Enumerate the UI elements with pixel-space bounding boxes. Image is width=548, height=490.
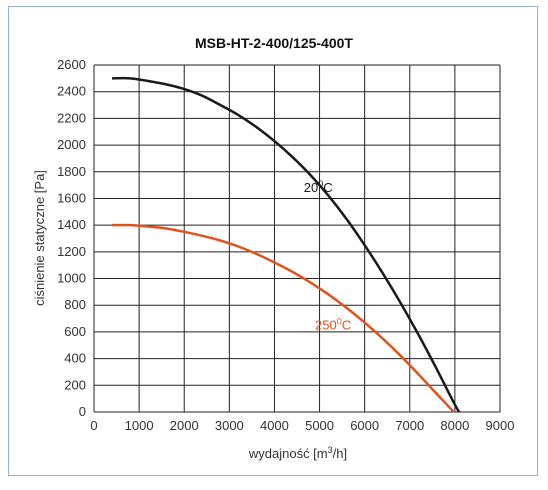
chart-title: MSB-HT-2-400/125-400T xyxy=(195,35,353,51)
series-label-1: 2500C xyxy=(315,316,351,332)
x-tick-label: 8000 xyxy=(440,418,469,433)
y-tick-label: 400 xyxy=(64,351,86,366)
x-tick-label: 7000 xyxy=(395,418,424,433)
y-tick-label: 2600 xyxy=(57,57,86,72)
series-labels: 200C 2500C xyxy=(304,179,351,332)
x-tick-label: 0 xyxy=(90,418,97,433)
tick-labels: 0 1000 2000 3000 4000 5000 6000 7000 8000 9000 0 20… xyxy=(57,57,514,433)
y-tick-label: 2400 xyxy=(57,84,86,99)
y-tick-label: 200 xyxy=(64,377,86,392)
x-tick-label: 5000 xyxy=(305,418,334,433)
y-tick-label: 1600 xyxy=(57,190,86,205)
y-tick-label: 800 xyxy=(64,297,86,312)
y-tick-label: 1000 xyxy=(57,271,86,286)
x-tick-label: 2000 xyxy=(170,418,199,433)
y-tick-label: 1800 xyxy=(57,164,86,179)
y-axis-label: ciśnienie statyczne [Pa] xyxy=(32,170,47,306)
x-tick-label: 6000 xyxy=(350,418,379,433)
y-tick-label: 1200 xyxy=(57,244,86,259)
series-line-1 xyxy=(112,223,456,412)
series-line-0 xyxy=(112,76,461,412)
y-tick-label: 0 xyxy=(79,404,86,419)
x-tick-label: 4000 xyxy=(260,418,289,433)
series-lines xyxy=(112,76,461,412)
x-tick-label: 1000 xyxy=(125,418,154,433)
y-tick-label: 600 xyxy=(64,324,86,339)
y-tick-label: 1400 xyxy=(57,217,86,232)
grid xyxy=(93,64,501,413)
chart-frame xyxy=(8,6,538,476)
series-label-0: 200C xyxy=(304,179,333,195)
y-tick-label: 2200 xyxy=(57,110,86,125)
x-tick-label: 9000 xyxy=(486,418,515,433)
x-axis-label: wydajność [m3/h] xyxy=(248,445,347,461)
x-tick-label: 3000 xyxy=(215,418,244,433)
y-tick-label: 2000 xyxy=(57,137,86,152)
